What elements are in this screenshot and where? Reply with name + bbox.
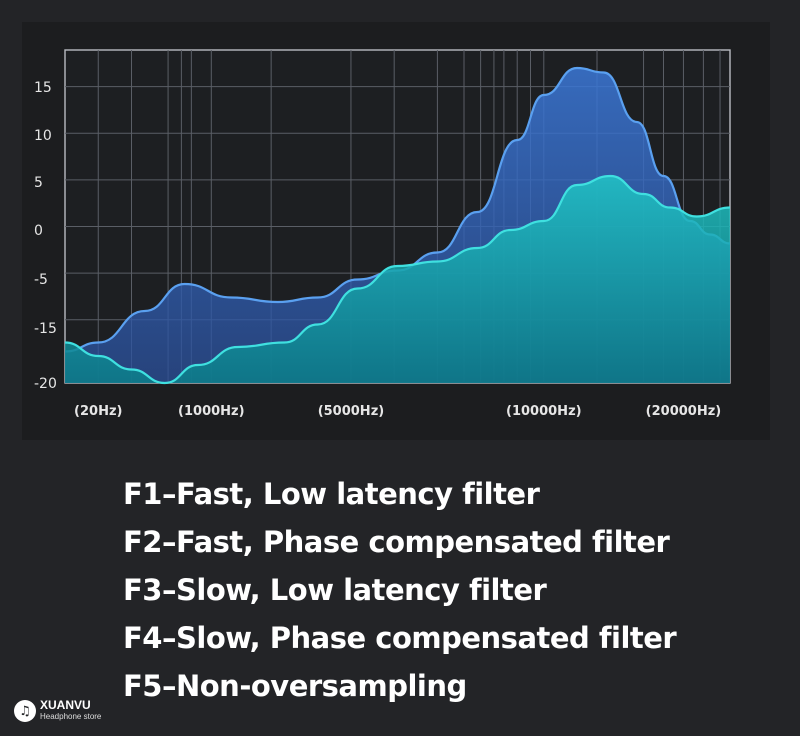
x-tick-label: (1000Hz): [178, 404, 245, 419]
y-tick-label: 10: [34, 128, 52, 144]
y-tick-label: -15: [34, 321, 57, 337]
y-tick-label: -5: [34, 272, 48, 288]
logo-subtitle: Headphone store: [40, 712, 102, 721]
series-1-line: [64, 66, 731, 353]
filter-f3: F3–Slow, Low latency filter: [123, 573, 547, 607]
y-tick-label: -20: [34, 376, 57, 392]
filter-list: F1–Fast, Low latency filter F2–Fast, Pha…: [123, 470, 677, 710]
chart-panel: 15 10 5 0 -5 -15 -20 (20Hz) (1000Hz) (5000Hz) (10…: [22, 22, 770, 440]
x-tick-label: (20000Hz): [646, 404, 722, 419]
x-tick-label: (5000Hz): [318, 404, 385, 419]
x-tick-label: (10000Hz): [506, 404, 582, 419]
logo-name: XUANVU: [40, 698, 91, 712]
headphone-icon: ♫: [14, 700, 36, 722]
filter-f2: F2–Fast, Phase compensated filter: [123, 525, 670, 559]
y-tick-label: 0: [34, 223, 43, 239]
filter-f1: F1–Fast, Low latency filter: [123, 477, 540, 511]
filter-f4: F4–Slow, Phase compensated filter: [123, 621, 677, 655]
series-layer: [64, 66, 731, 385]
store-logo: ♫ XUANVU Headphone store: [14, 698, 102, 722]
y-axis-ticks: 15 10 5 0 -5 -15 -20: [34, 80, 57, 392]
filter-f5: F5–Non-oversampling: [123, 669, 467, 703]
series-2-line: [64, 174, 731, 385]
frequency-response-chart: 15 10 5 0 -5 -15 -20 (20Hz) (1000Hz) (5000Hz) (10…: [34, 49, 731, 419]
series-2-area: [65, 176, 730, 383]
y-tick-label: 15: [34, 80, 52, 96]
y-tick-label: 5: [34, 175, 43, 191]
x-axis-ticks: (20Hz) (1000Hz) (5000Hz) (10000Hz) (20000Hz): [74, 404, 721, 419]
x-tick-label: (20Hz): [74, 404, 122, 419]
